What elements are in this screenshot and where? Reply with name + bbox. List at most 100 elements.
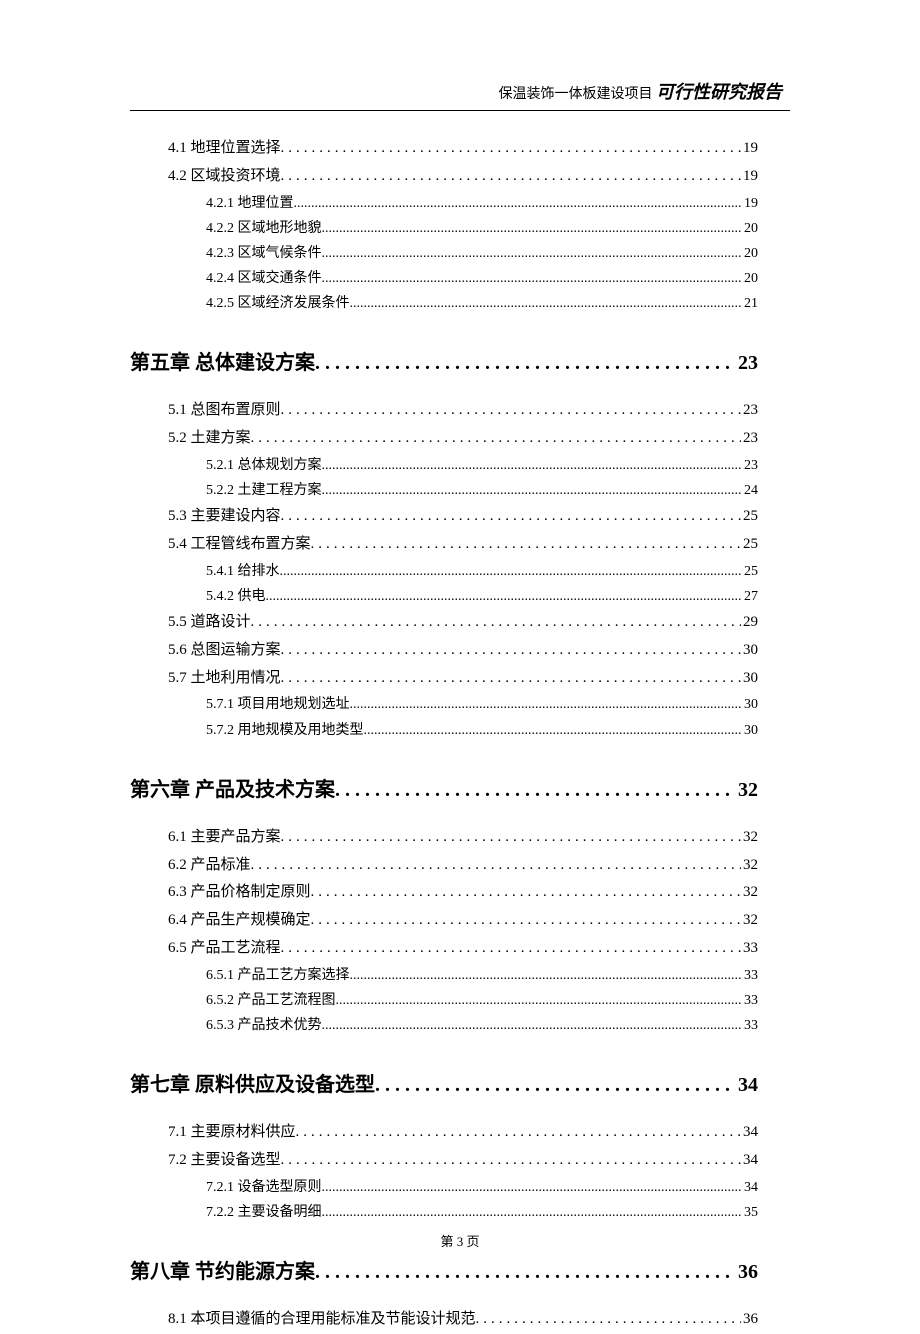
toc-entry-page: 32	[741, 907, 758, 935]
toc-leader-dots: ........................................…	[350, 963, 743, 988]
toc-entry-label: 5.7 土地利用情况	[168, 665, 281, 693]
toc-leader-dots: ........................................…	[315, 1261, 736, 1284]
toc-leader-dots: ........................................…	[350, 291, 743, 316]
toc-entry-page: 19	[741, 135, 758, 163]
toc-leader-dots: ........................................…	[322, 241, 743, 266]
toc-entry-page: 32	[741, 824, 758, 852]
toc-entry-page: 29	[741, 609, 758, 637]
toc-entry-label: 4.2.5 区域经济发展条件	[206, 291, 350, 316]
toc-entry-page: 35	[742, 1200, 758, 1225]
toc-entry-page: 30	[741, 665, 758, 693]
toc-entry-page: 20	[742, 241, 758, 266]
toc-entry-page: 33	[741, 935, 758, 963]
toc-leader-dots: ........................................…	[322, 1175, 743, 1200]
toc-entry: 5.2.1 总体规划方案............................…	[206, 453, 758, 478]
toc-entry-label: 第八章 节约能源方案	[130, 1255, 315, 1284]
toc-entry-label: 6.1 主要产品方案	[168, 824, 281, 852]
toc-entry: 5.1 总图布置原则..............................…	[168, 397, 758, 425]
toc-entry-page: 33	[742, 963, 758, 988]
toc-leader-dots: ........................................…	[322, 478, 743, 503]
toc-entry: 第五章 总体建设方案..............................…	[130, 346, 758, 375]
toc-entry-page: 24	[742, 478, 758, 503]
toc-leader-dots: ........................................…	[266, 584, 743, 609]
header-report-title: 可行性研究报告	[656, 82, 782, 102]
toc-entry: 5.4 工程管线布置方案............................…	[168, 531, 758, 559]
toc-leader-dots: ........................................…	[281, 397, 741, 425]
toc-entry-page: 32	[741, 879, 758, 907]
toc-entry-page: 36	[741, 1306, 758, 1334]
toc-entry-label: 7.1 主要原材料供应	[168, 1119, 296, 1147]
toc-entry: 5.2.2 土建工程方案............................…	[206, 478, 758, 503]
toc-entry-page: 20	[742, 216, 758, 241]
toc-entry-label: 5.7.1 项目用地规划选址	[206, 692, 350, 717]
header-project-name: 保温装饰一体板建设项目	[499, 87, 653, 102]
toc-entry-page: 25	[741, 503, 758, 531]
toc-entry: 第八章 节约能源方案..............................…	[130, 1255, 758, 1284]
toc-entry-label: 4.2.1 地理位置	[206, 191, 294, 216]
toc-entry-label: 7.2 主要设备选型	[168, 1147, 281, 1175]
toc-entry: 4.1 地理位置选择..............................…	[168, 135, 758, 163]
toc-entry-label: 5.4.2 供电	[206, 584, 266, 609]
toc-entry-page: 21	[742, 291, 758, 316]
toc-entry: 5.2 土建方案................................…	[168, 425, 758, 453]
toc-entry-label: 5.7.2 用地规模及用地类型	[206, 718, 364, 743]
toc-entry-label: 4.1 地理位置选择	[168, 135, 281, 163]
toc-entry-label: 5.3 主要建设内容	[168, 503, 281, 531]
toc-entry: 4.2.4 区域交通条件............................…	[206, 266, 758, 291]
toc-entry-page: 23	[741, 397, 758, 425]
toc-entry-label: 4.2.3 区域气候条件	[206, 241, 322, 266]
toc-entry-label: 6.5.1 产品工艺方案选择	[206, 963, 350, 988]
toc-entry-label: 7.2.1 设备选型原则	[206, 1175, 322, 1200]
toc-entry: 6.2 产品标准................................…	[168, 852, 758, 880]
toc-entry-label: 8.1 本项目遵循的合理用能标准及节能设计规范	[168, 1306, 476, 1334]
toc-leader-dots: ........................................…	[281, 1147, 741, 1175]
header-rule	[130, 110, 790, 111]
toc-entry-label: 6.2 产品标准	[168, 852, 251, 880]
toc-entry-label: 5.4 工程管线布置方案	[168, 531, 311, 559]
toc-leader-dots: ........................................…	[322, 1013, 743, 1038]
toc-entry-page: 23	[741, 425, 758, 453]
toc-entry: 6.5.3 产品技术优势............................…	[206, 1013, 758, 1038]
toc-entry: 5.7.1 项目用地规划选址..........................…	[206, 692, 758, 717]
toc-entry: 4.2 区域投资环境..............................…	[168, 163, 758, 191]
toc-leader-dots: ........................................…	[322, 216, 743, 241]
toc-entry-page: 20	[742, 266, 758, 291]
toc-leader-dots: ........................................…	[336, 988, 743, 1013]
toc-entry: 5.3 主要建设内容..............................…	[168, 503, 758, 531]
toc-entry: 5.7.2 用地规模及用地类型.........................…	[206, 718, 758, 743]
toc-entry: 5.6 总图运输方案..............................…	[168, 637, 758, 665]
toc-entry: 6.4 产品生产规模确定............................…	[168, 907, 758, 935]
toc-entry-label: 4.2.4 区域交通条件	[206, 266, 322, 291]
toc-entry: 6.5 产品工艺流程..............................…	[168, 935, 758, 963]
toc-entry-page: 19	[742, 191, 758, 216]
toc-leader-dots: ........................................…	[251, 425, 741, 453]
toc-leader-dots: ........................................…	[350, 692, 743, 717]
toc-entry-page: 36	[736, 1261, 758, 1284]
toc-leader-dots: ........................................…	[375, 1074, 736, 1097]
toc-entry-page: 30	[741, 637, 758, 665]
toc-entry: 6.3 产品价格制定原则............................…	[168, 879, 758, 907]
toc-leader-dots: ........................................…	[281, 637, 741, 665]
toc-entry-label: 5.1 总图布置原则	[168, 397, 281, 425]
toc-entry-label: 5.2.2 土建工程方案	[206, 478, 322, 503]
toc-leader-dots: ........................................…	[322, 266, 743, 291]
toc-entry-page: 34	[741, 1119, 758, 1147]
toc-entry-label: 5.2.1 总体规划方案	[206, 453, 322, 478]
toc-entry-page: 34	[736, 1074, 758, 1097]
toc-entry-label: 第七章 原料供应及设备选型	[130, 1068, 375, 1097]
toc-leader-dots: ........................................…	[280, 559, 743, 584]
toc-entry: 7.2.1 设备选型原则............................…	[206, 1175, 758, 1200]
toc-entry-page: 25	[742, 559, 758, 584]
toc-entry-page: 30	[742, 718, 758, 743]
toc-entry-label: 7.2.2 主要设备明细	[206, 1200, 322, 1225]
toc-entry-label: 第六章 产品及技术方案	[130, 773, 335, 802]
toc-entry-label: 6.5.3 产品技术优势	[206, 1013, 322, 1038]
toc-leader-dots: ........................................…	[315, 352, 736, 375]
toc-entry-label: 6.4 产品生产规模确定	[168, 907, 311, 935]
toc-entry-page: 19	[741, 163, 758, 191]
toc-entry: 6.5.2 产品工艺流程图...........................…	[206, 988, 758, 1013]
toc-leader-dots: ........................................…	[322, 1200, 743, 1225]
toc-entry: 4.2.2 区域地形地貌............................…	[206, 216, 758, 241]
toc-entry-page: 32	[741, 852, 758, 880]
toc-entry-page: 30	[742, 692, 758, 717]
